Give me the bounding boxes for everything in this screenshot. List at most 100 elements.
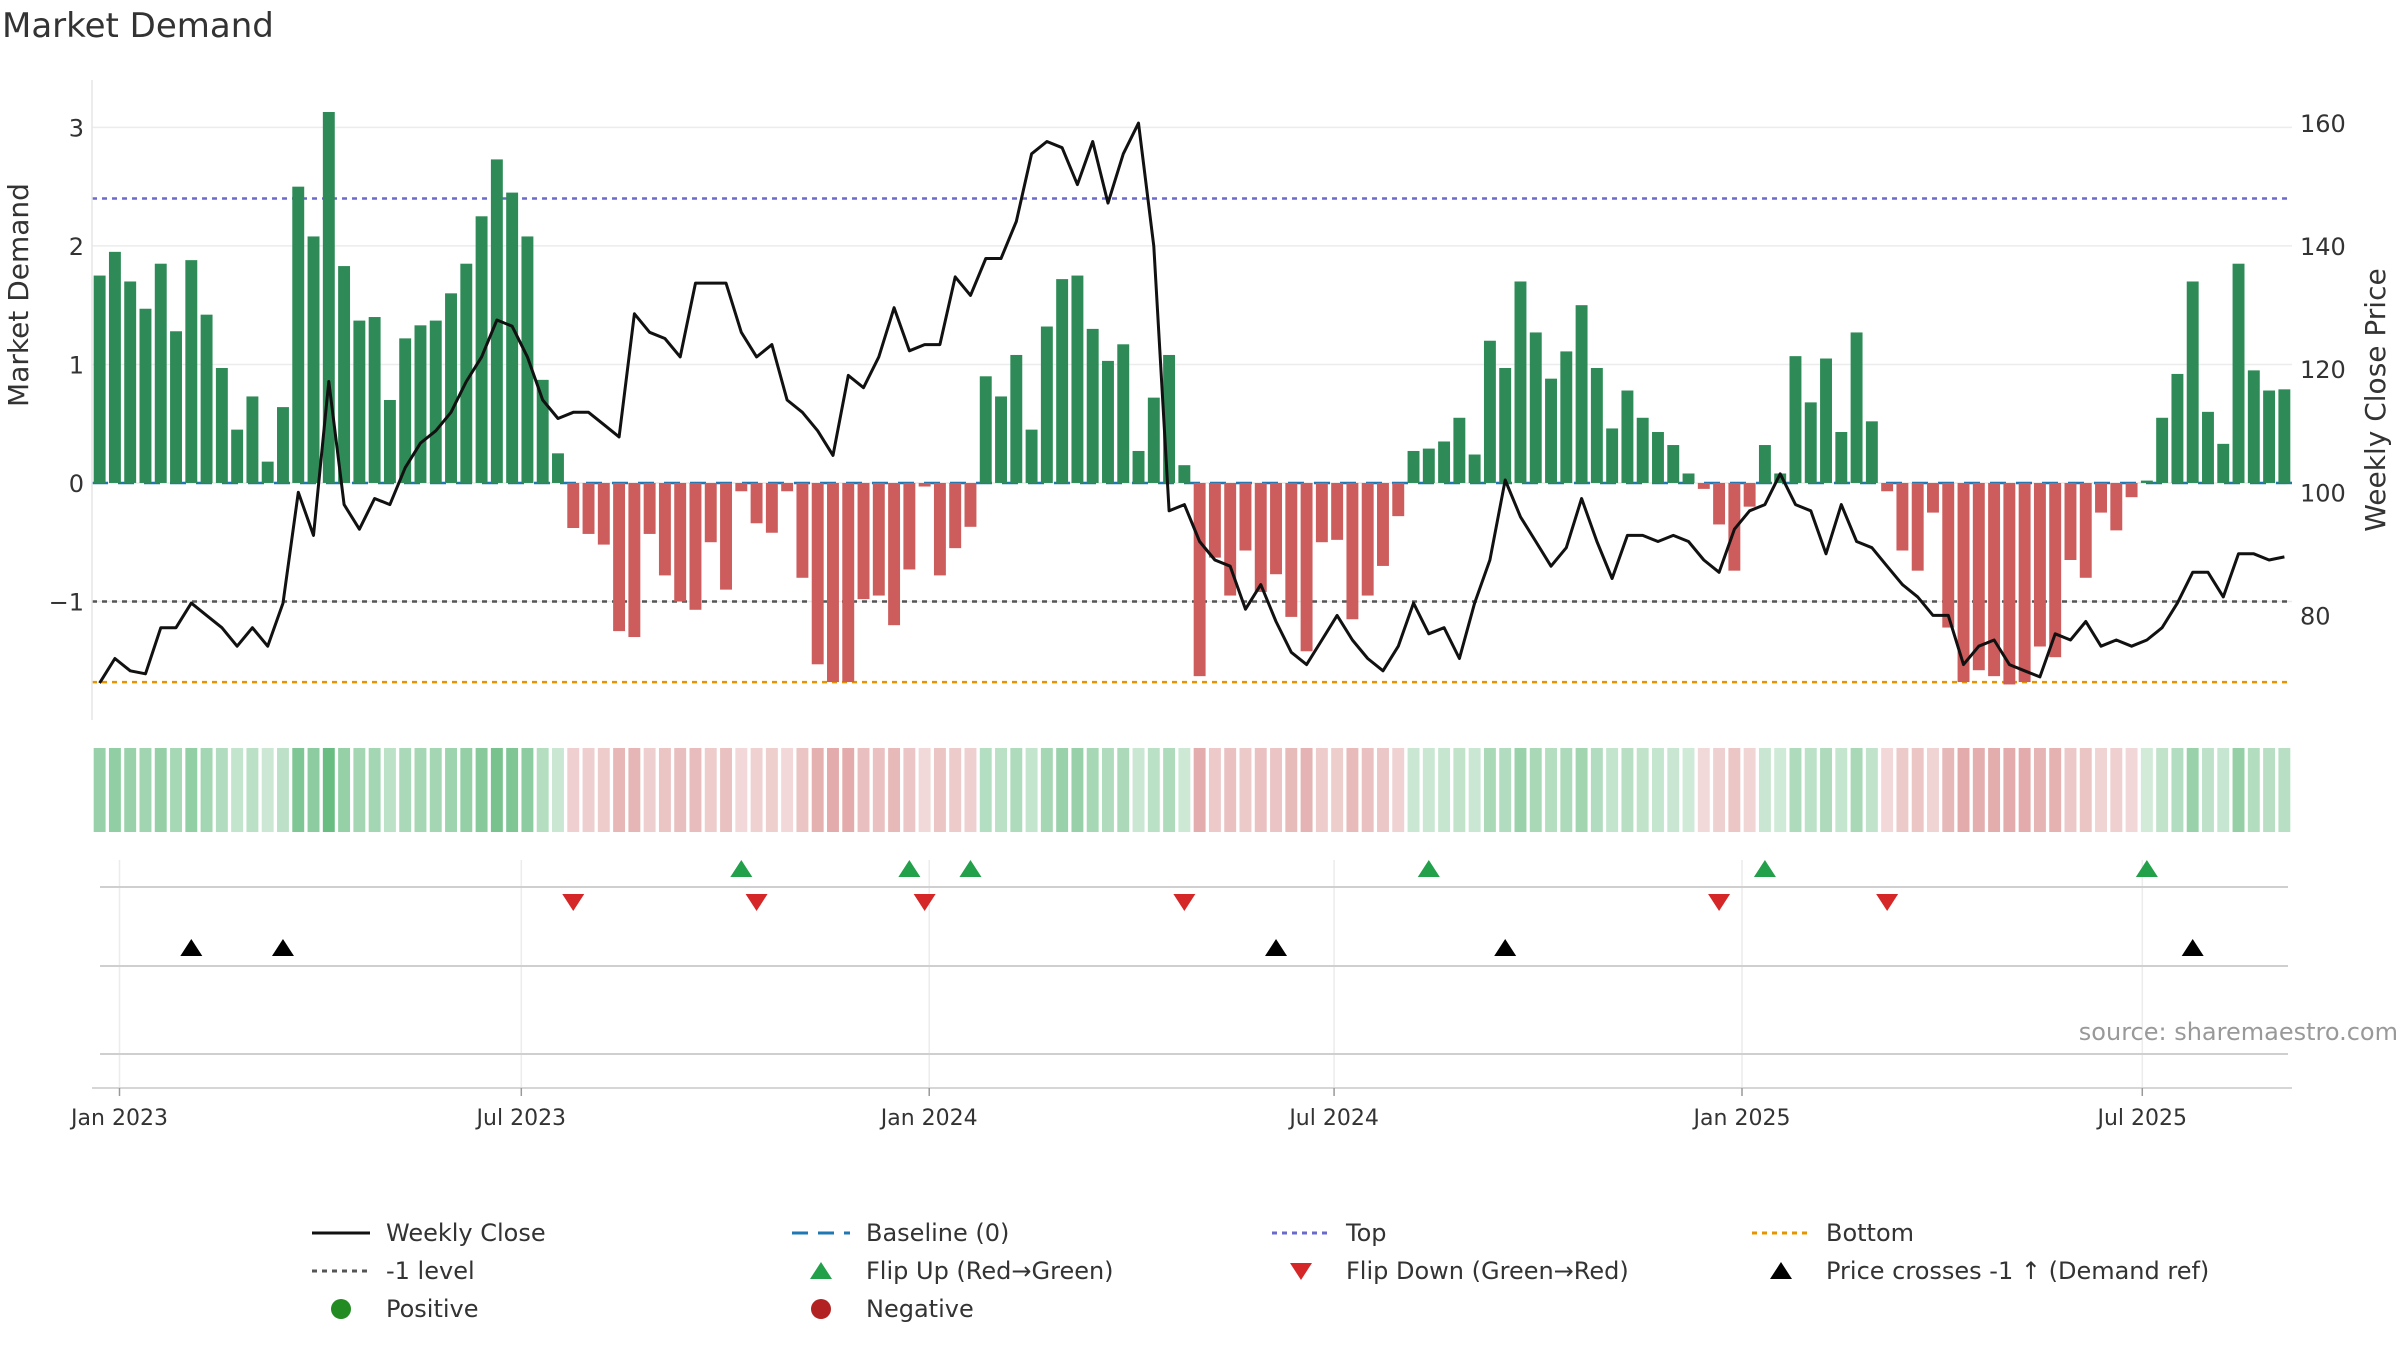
heat-cell [689,748,702,832]
demand-bar [933,482,946,576]
demand-bar [124,281,137,483]
demand-bar [903,482,916,570]
demand-bar [368,317,381,483]
demand-bar [1422,448,1435,483]
heat-cell [2186,748,2199,832]
demand-bar [1820,358,1832,483]
demand-bar [1331,482,1344,540]
heat-cell [1804,748,1817,832]
legend-label: Price crosses -1 ↑ (Demand ref) [1826,1257,2210,1285]
heat-cell [1117,748,1130,832]
heat-cell [2110,748,2123,832]
demand-bar [842,482,855,683]
y-left-tick-label: 2 [69,233,84,261]
heat-cell [750,748,763,832]
demand-bar [1942,482,1955,628]
heat-cell [628,748,641,832]
heat-cell [903,748,916,832]
demand-bar [460,263,473,483]
heat-cell [1927,748,1939,832]
heat-cell [1560,748,1573,832]
demand-bar [1040,326,1053,483]
heat-cell [154,748,167,832]
legend-label: Negative [866,1295,974,1323]
heat-cell [1942,748,1955,832]
legend-label: Top [1346,1219,1387,1247]
heat-cell [322,748,335,832]
legend-top: Top [1270,1215,1387,1251]
heat-cell [1147,748,1160,832]
heat-cell [597,748,610,832]
demand-bar [643,482,656,534]
demand-bar [689,482,702,610]
heat-cell [2003,748,2016,832]
chart-title: Market Demand [2,6,274,46]
demand-bar [918,482,931,487]
demand-bar [1102,360,1114,483]
demand-bar [2278,389,2291,483]
demand-bar [1682,473,1695,483]
heat-cell [1774,748,1787,832]
heat-cell [1667,748,1680,832]
source-label: source: sharemaestro.com [2078,1018,2398,1046]
heat-cell [1377,748,1389,832]
demand-bar [2263,390,2276,483]
demand-bar [2125,482,2138,498]
heat-cell [2232,748,2245,832]
demand-bar [2217,443,2230,483]
heat-cell [811,748,824,832]
demand-bar [108,251,121,483]
legend-label: Weekly Close [386,1219,546,1247]
heat-cell [1957,748,1970,832]
legend-line-dotted-icon [312,1269,370,1273]
heat-cell [185,748,198,832]
demand-bar [322,112,335,483]
heat-cell [643,748,656,832]
heat-cell [1896,748,1909,832]
heat-cell [2263,748,2276,832]
heat-cell [1010,748,1023,832]
heat-cell [2033,748,2046,832]
heat-cell [1713,748,1726,832]
demand-bar [1086,328,1099,483]
demand-bar [781,482,794,492]
y-left-tick-label: −1 [49,588,84,616]
demand-bar [1652,432,1664,483]
demand-bar [704,482,717,543]
demand-bar [429,320,442,483]
demand-bar [857,482,870,600]
x-tick-label: Jul 2025 [2096,1106,2188,1131]
heat-cell [1346,748,1359,832]
heat-cell [1270,748,1282,832]
demand-bar [2247,370,2260,483]
heat-cell [1728,748,1741,832]
demand-bar [2033,482,2046,647]
heat-cell [1453,748,1466,832]
heat-cell [1514,748,1527,832]
legend-bottom: Bottom [1750,1215,1914,1251]
demand-bar [827,482,839,683]
heat-cell [261,748,274,832]
heat-cell [1652,748,1664,832]
demand-bar [1621,390,1634,483]
demand-bar [1208,482,1221,558]
heat-cell [475,748,488,832]
flip-up-marker [1417,860,1440,877]
circle-icon [331,1299,351,1319]
demand-bar [1346,482,1359,620]
heat-cell [2171,748,2184,832]
demand-bar [1132,450,1145,483]
flip-down-marker [1876,894,1899,911]
heat-cell [1621,748,1634,832]
legend-label: Bottom [1826,1219,1915,1247]
demand-bar [1071,275,1084,483]
triangle-down-icon [1290,1263,1312,1280]
demand-bar [2186,281,2199,483]
heat-cell [1697,748,1710,832]
demand-bar [1957,482,1970,683]
heat-cell [933,748,946,832]
heat-cell [720,748,732,832]
triangle-up-icon [810,1262,832,1279]
demand-bar [1804,402,1817,483]
